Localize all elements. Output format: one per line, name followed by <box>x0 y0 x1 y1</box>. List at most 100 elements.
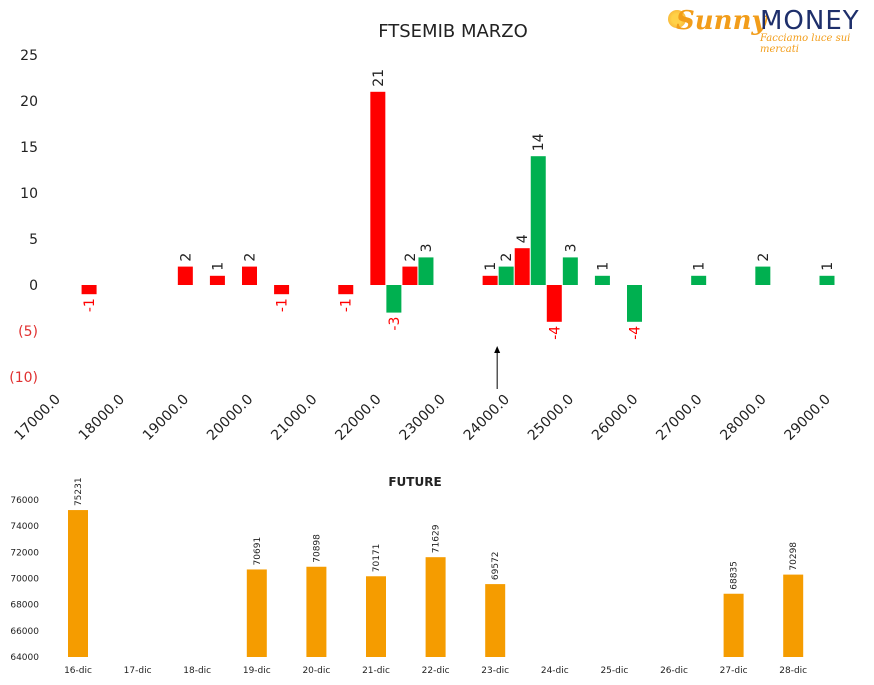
data-label: 2 <box>499 253 515 262</box>
data-label: 69572 <box>491 551 501 580</box>
bar <box>482 275 498 285</box>
sun-icon <box>668 10 686 28</box>
data-label: 21 <box>371 69 387 87</box>
data-label: -3 <box>387 317 403 331</box>
y-tick-label: 25 <box>20 48 38 64</box>
data-label: 2 <box>403 253 419 262</box>
bar <box>209 275 225 285</box>
x-tick-label: 19000.0 <box>140 392 192 444</box>
x-tick-label: 22000.0 <box>332 392 384 444</box>
data-label: 4 <box>515 234 531 243</box>
bar <box>68 510 88 657</box>
y-tick-label: 0 <box>29 278 38 294</box>
sunny-money-logo: Sunny MONEY Facciamo luce sui mercati <box>668 4 874 55</box>
x-tick-label: 16-dic <box>64 666 92 676</box>
bar <box>81 285 97 295</box>
data-label: 2 <box>178 253 194 262</box>
y-tick-label: (5) <box>18 324 38 340</box>
logo-brand-left: Sunny <box>676 6 767 36</box>
bar <box>418 257 434 285</box>
data-label: 71629 <box>432 524 442 553</box>
x-tick-label: 18000.0 <box>76 392 128 444</box>
y-tick-label: 72000 <box>10 548 39 558</box>
strike-marker <box>494 346 501 389</box>
data-label: 70691 <box>253 537 263 566</box>
bar <box>498 266 514 285</box>
data-label: 1 <box>692 262 708 271</box>
y-tick-label: 70000 <box>10 575 39 585</box>
x-tick-label: 27-dic <box>720 666 748 676</box>
bar <box>627 285 642 322</box>
bar <box>246 569 267 657</box>
x-axis: 16-dic 17-dic 18-dic 19-dic 20-dic 21-dic 22-d… <box>64 666 807 676</box>
x-tick-label: 20000.0 <box>204 392 256 444</box>
x-tick-label: 24-dic <box>541 666 569 676</box>
bar <box>562 257 578 285</box>
data-label: 1 <box>210 262 226 271</box>
bar <box>425 557 446 657</box>
bar <box>306 566 327 657</box>
x-tick-label: 19-dic <box>243 666 271 676</box>
x-tick-label: 20-dic <box>302 666 330 676</box>
data-label: -1 <box>275 298 291 312</box>
data-label: 68835 <box>730 561 740 590</box>
y-axis: 25 20 15 10 5 0 (5) (10) <box>9 48 38 386</box>
data-label: -1 <box>82 298 98 312</box>
bar <box>485 584 506 657</box>
data-label: 2 <box>756 253 772 262</box>
x-tick-label: 17-dic <box>124 666 152 676</box>
x-tick-label: 27000.0 <box>653 392 705 444</box>
y-tick-label: 74000 <box>10 522 39 532</box>
data-label: 1 <box>820 262 836 271</box>
data-label: 1 <box>595 262 611 271</box>
x-tick-label: 28-dic <box>779 666 807 676</box>
y-tick-label: 64000 <box>10 653 39 663</box>
data-label: 1 <box>483 262 499 271</box>
y-axis: 64000 66000 68000 70000 72000 74000 76000 <box>10 496 39 663</box>
bar <box>370 91 386 285</box>
data-label: 70171 <box>372 544 382 573</box>
data-label: -4 <box>628 326 644 340</box>
y-tick-label: 10 <box>20 186 38 202</box>
chart-title: FUTURE <box>388 475 441 489</box>
data-label: 75231 <box>74 477 84 506</box>
y-tick-label: 68000 <box>10 601 39 611</box>
bar <box>386 285 402 313</box>
y-tick-label: 66000 <box>10 627 39 637</box>
x-tick-label: 25-dic <box>600 666 628 676</box>
x-tick-label: 26-dic <box>660 666 688 676</box>
y-tick-label: 76000 <box>10 496 39 506</box>
data-labels: 75231 70691 70898 70171 71629 69572 68835 70298 <box>74 477 799 589</box>
future-chart: FUTURE 64000 66000 68000 70000 72000 74000 760… <box>10 475 807 676</box>
data-label: 14 <box>531 133 547 151</box>
x-axis: 17000.0 18000.0 19000.0 20000.0 21000.0 22000… <box>12 392 834 444</box>
x-tick-label: 25000.0 <box>525 392 577 444</box>
bars <box>81 91 835 322</box>
x-tick-label: 24000.0 <box>461 392 513 444</box>
data-label: 70898 <box>312 534 322 563</box>
bar <box>755 266 771 285</box>
x-tick-label: 21000.0 <box>268 392 320 444</box>
bar <box>514 248 530 285</box>
bar <box>177 266 193 285</box>
data-label: 70298 <box>789 542 799 571</box>
data-label: 3 <box>419 243 435 252</box>
x-tick-label: 28000.0 <box>717 392 769 444</box>
bar <box>242 266 257 285</box>
arrow-head-icon <box>494 346 501 353</box>
x-tick-label: 23-dic <box>481 666 509 676</box>
bar <box>594 275 610 285</box>
y-tick-label: 20 <box>20 94 38 110</box>
bar <box>723 593 744 657</box>
data-label: 3 <box>563 243 579 252</box>
x-tick-label: 23000.0 <box>397 392 449 444</box>
x-tick-label: 21-dic <box>362 666 390 676</box>
x-tick-label: 17000.0 <box>12 392 64 444</box>
y-tick-label: 15 <box>20 140 38 156</box>
bars <box>68 510 804 657</box>
data-label: -1 <box>339 298 355 312</box>
bar <box>274 285 290 295</box>
x-tick-label: 29000.0 <box>782 392 834 444</box>
